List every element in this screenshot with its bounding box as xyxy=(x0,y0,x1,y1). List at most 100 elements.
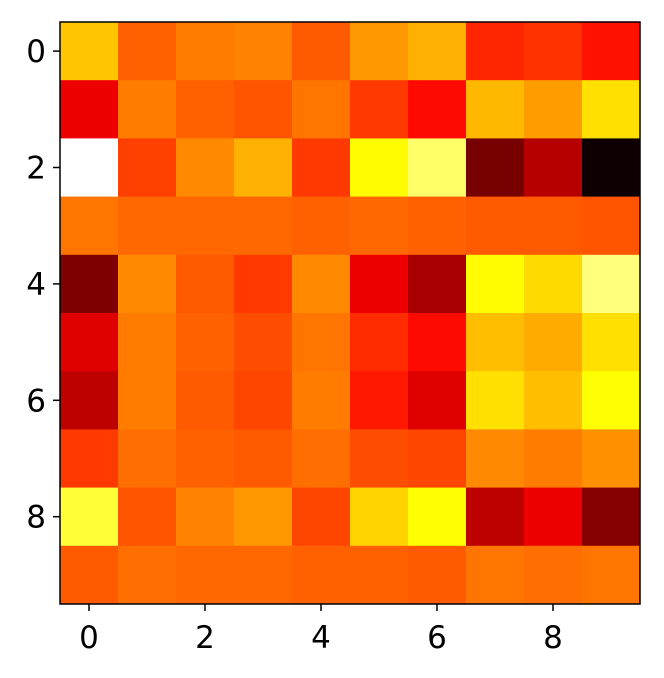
heatmap-cell xyxy=(118,313,177,372)
heatmap-cell xyxy=(408,487,467,547)
heatmap-cell xyxy=(234,22,293,81)
y-tick-label: 4 xyxy=(26,267,46,303)
heatmap-cell xyxy=(524,254,583,314)
heatmap-cell xyxy=(234,313,293,372)
heatmap-cell xyxy=(466,254,525,314)
heatmap-cell xyxy=(118,254,177,314)
heatmap-cell xyxy=(408,429,467,489)
heatmap-cell xyxy=(234,80,293,139)
axes-frame xyxy=(59,21,641,605)
heatmap-cell xyxy=(118,487,177,547)
heatmap-cell xyxy=(234,545,293,605)
x-tick-label: 4 xyxy=(311,620,331,656)
heatmap-cell xyxy=(118,545,177,605)
heatmap-cell xyxy=(582,138,641,198)
x-tick-label: 6 xyxy=(427,620,447,656)
heatmap-cell xyxy=(350,487,409,547)
heatmap-cell xyxy=(466,138,525,198)
heatmap-cell xyxy=(118,196,177,256)
heatmap-cell xyxy=(408,545,467,605)
heatmap-cell xyxy=(582,429,641,489)
y-tick-label: 8 xyxy=(26,500,46,536)
heatmap-cell xyxy=(60,254,119,314)
heatmap xyxy=(60,22,641,605)
heatmap-cell xyxy=(176,138,235,198)
heatmap-cell xyxy=(350,138,409,198)
heatmap-cell xyxy=(466,545,525,605)
heatmap-cell xyxy=(176,371,235,430)
heatmap-cell xyxy=(234,487,293,547)
heatmap-cell xyxy=(466,429,525,489)
heatmap-cell xyxy=(176,313,235,372)
heatmap-cell xyxy=(292,313,351,372)
heatmap-cell xyxy=(524,487,583,547)
heatmap-cell xyxy=(408,371,467,430)
heatmap-cell xyxy=(234,429,293,489)
heatmap-cell xyxy=(582,545,641,605)
heatmap-cell xyxy=(524,196,583,256)
heatmap-cell xyxy=(60,371,119,430)
heatmap-cell xyxy=(292,371,351,430)
x-tick-label: 2 xyxy=(195,620,215,656)
heatmap-cell xyxy=(60,545,119,605)
heatmap-cell xyxy=(350,254,409,314)
heatmap-cell xyxy=(292,138,351,198)
x-tick-label: 0 xyxy=(79,620,99,656)
heatmap-cell xyxy=(118,80,177,139)
heatmap-cell xyxy=(118,22,177,81)
heatmap-cell xyxy=(524,371,583,430)
heatmap-cell xyxy=(234,371,293,430)
heatmap-cell xyxy=(524,80,583,139)
heatmap-cell xyxy=(176,196,235,256)
heatmap-cell xyxy=(466,313,525,372)
heatmap-cell xyxy=(350,22,409,81)
heatmap-cell xyxy=(60,80,119,139)
heatmap-cell xyxy=(408,196,467,256)
heatmap-cell xyxy=(118,138,177,198)
heatmap-cell xyxy=(176,545,235,605)
y-tick-label: 6 xyxy=(26,383,46,419)
heatmap-cell xyxy=(350,429,409,489)
heatmap-cell xyxy=(408,22,467,81)
heatmap-cell xyxy=(408,138,467,198)
heatmap-cell xyxy=(60,429,119,489)
heatmap-cell xyxy=(408,313,467,372)
heatmap-cell xyxy=(466,22,525,81)
heatmap-cell xyxy=(176,22,235,81)
heatmap-cell xyxy=(524,429,583,489)
heatmap-cell xyxy=(176,429,235,489)
heatmap-cell xyxy=(60,22,119,81)
heatmap-cell xyxy=(234,254,293,314)
heatmap-cell xyxy=(582,371,641,430)
heatmap-cell xyxy=(466,487,525,547)
heatmap-cell xyxy=(582,313,641,372)
heatmap-cell xyxy=(292,429,351,489)
heatmap-cell xyxy=(60,138,119,198)
heatmap-cell xyxy=(524,138,583,198)
heatmap-cell xyxy=(60,487,119,547)
heatmap-cell xyxy=(292,196,351,256)
heatmap-cell xyxy=(350,545,409,605)
heatmap-cell xyxy=(176,487,235,547)
heatmap-cell xyxy=(292,254,351,314)
heatmap-cell xyxy=(524,313,583,372)
y-tick-label: 0 xyxy=(26,34,46,70)
heatmap-cell xyxy=(524,545,583,605)
heatmap-cell xyxy=(466,196,525,256)
heatmap-cell xyxy=(408,254,467,314)
heatmap-cell xyxy=(234,196,293,256)
heatmap-cell xyxy=(292,80,351,139)
heatmap-cell xyxy=(350,313,409,372)
heatmap-cell xyxy=(118,371,177,430)
heatmap-cell xyxy=(292,22,351,81)
heatmap-cell xyxy=(582,80,641,139)
heatmap-cell xyxy=(582,22,641,81)
heatmap-cell xyxy=(176,80,235,139)
heatmap-cell xyxy=(408,80,467,139)
x-tick-label: 8 xyxy=(543,620,563,656)
heatmap-cell xyxy=(582,487,641,547)
heatmap-cell xyxy=(350,196,409,256)
heatmap-cell xyxy=(466,80,525,139)
heatmap-cell xyxy=(466,371,525,430)
